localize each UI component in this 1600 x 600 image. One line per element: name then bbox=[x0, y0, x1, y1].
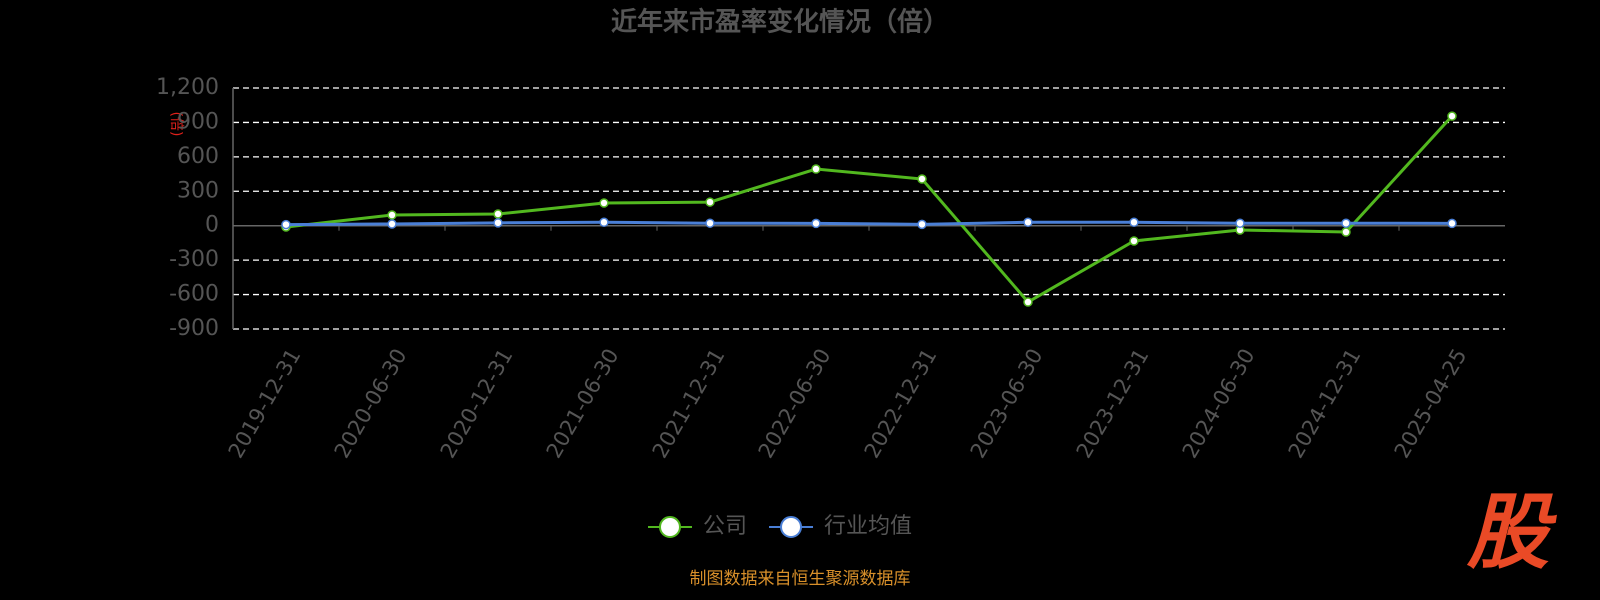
legend-item[interactable]: 行业均值 bbox=[769, 514, 912, 539]
data-point bbox=[1447, 218, 1457, 229]
y-tick-label: -900 bbox=[169, 316, 219, 341]
data-point bbox=[387, 210, 397, 220]
legend-label: 行业均值 bbox=[824, 514, 912, 539]
legend-marker bbox=[659, 516, 681, 538]
data-point bbox=[705, 197, 715, 207]
legend-label: 公司 bbox=[703, 514, 747, 539]
source-note: 制图数据来自恒生聚源数据库 bbox=[690, 569, 911, 589]
data-point bbox=[493, 218, 503, 228]
y-tick-label: 0 bbox=[205, 213, 219, 238]
series-line bbox=[285, 115, 1454, 304]
data-point bbox=[705, 218, 715, 228]
data-point bbox=[1023, 217, 1033, 228]
y-tick-label: -300 bbox=[169, 247, 219, 272]
y-tick-label: 900 bbox=[177, 109, 219, 134]
y-tick-label: 1,200 bbox=[156, 75, 219, 100]
data-point bbox=[493, 209, 503, 219]
data-point bbox=[1023, 297, 1033, 307]
y-axis-label: (倍) bbox=[168, 112, 184, 137]
data-point bbox=[1341, 218, 1351, 228]
data-point bbox=[1341, 227, 1351, 237]
y-tick-label: 300 bbox=[177, 178, 219, 203]
legend-item[interactable]: 公司 bbox=[648, 514, 747, 539]
data-point bbox=[599, 198, 609, 208]
legend-marker bbox=[780, 516, 803, 538]
data-point bbox=[281, 219, 291, 230]
chart-title: 近年来市盈率变化情况（倍） bbox=[611, 7, 949, 38]
data-point bbox=[811, 218, 821, 229]
series-line bbox=[285, 220, 1453, 227]
data-point bbox=[1447, 111, 1457, 121]
y-tick-label: -600 bbox=[169, 282, 219, 307]
data-point bbox=[599, 217, 609, 228]
logo: 股 bbox=[1466, 485, 1557, 580]
data-point bbox=[1235, 218, 1245, 228]
data-point bbox=[811, 164, 821, 174]
data-point bbox=[917, 219, 927, 230]
y-tick-label: 600 bbox=[177, 144, 219, 169]
data-point bbox=[1129, 217, 1139, 228]
data-point bbox=[1129, 236, 1139, 246]
data-point bbox=[917, 174, 927, 184]
data-point bbox=[387, 219, 397, 229]
